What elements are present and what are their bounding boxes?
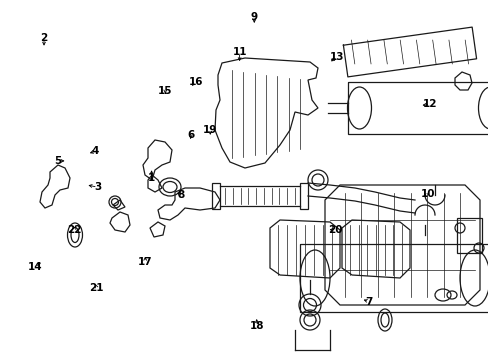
Text: 20: 20 bbox=[327, 225, 342, 235]
Text: 16: 16 bbox=[188, 77, 203, 87]
Text: 18: 18 bbox=[249, 321, 264, 331]
Text: 12: 12 bbox=[422, 99, 437, 109]
Bar bbox=[299, 183, 307, 209]
Text: 13: 13 bbox=[329, 52, 344, 62]
Text: 14: 14 bbox=[28, 262, 42, 272]
Text: 9: 9 bbox=[250, 12, 257, 22]
Bar bbox=[456, 218, 481, 253]
Text: 6: 6 bbox=[187, 130, 194, 140]
Text: 3: 3 bbox=[94, 182, 101, 192]
Text: 19: 19 bbox=[203, 125, 217, 135]
Text: 21: 21 bbox=[89, 283, 104, 293]
Text: 11: 11 bbox=[232, 47, 246, 57]
Text: 2: 2 bbox=[41, 33, 47, 43]
Text: 17: 17 bbox=[138, 257, 152, 267]
Bar bbox=[212, 183, 220, 209]
Text: 7: 7 bbox=[365, 297, 372, 307]
Text: 5: 5 bbox=[54, 156, 61, 166]
Bar bbox=[299, 244, 488, 312]
Bar bbox=[347, 82, 488, 134]
Text: 4: 4 bbox=[91, 146, 99, 156]
Text: 1: 1 bbox=[148, 173, 155, 183]
Text: 8: 8 bbox=[177, 190, 184, 201]
Text: 15: 15 bbox=[158, 86, 172, 96]
Text: 10: 10 bbox=[420, 189, 434, 199]
Text: 22: 22 bbox=[67, 225, 81, 235]
